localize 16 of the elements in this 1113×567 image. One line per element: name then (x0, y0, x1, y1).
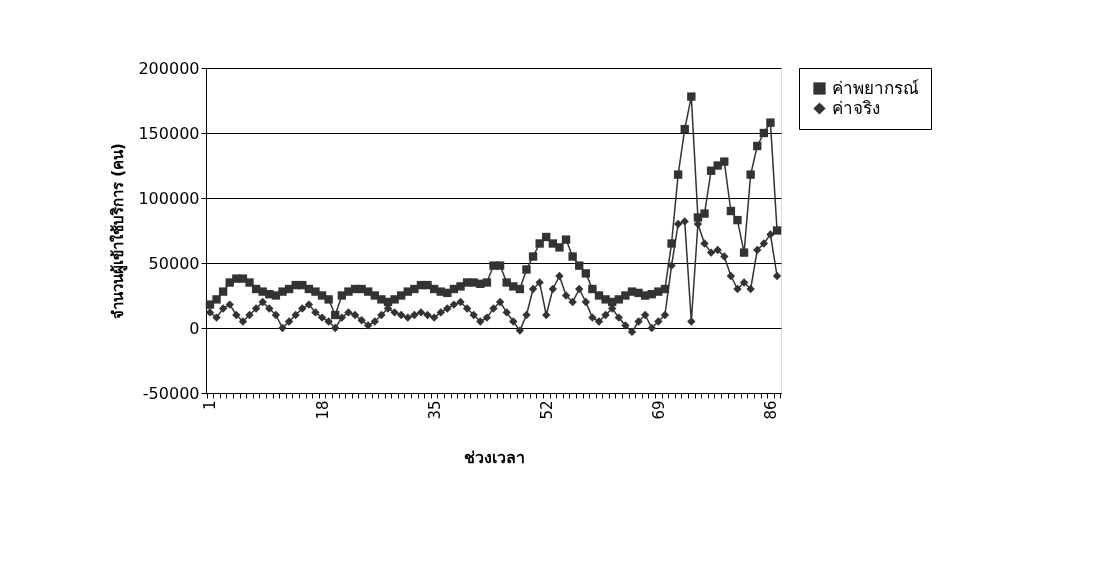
legend-label: ค่าพยากรณ์ (832, 77, 919, 98)
y-tick-label: 100000 (138, 188, 200, 208)
y-tick-label: 50000 (148, 253, 200, 273)
x-axis-title: ช่วงเวลา (463, 447, 525, 467)
x-tick-label: 1 (201, 400, 220, 411)
y-tick-label: 0 (189, 318, 200, 338)
x-tick-label: 69 (649, 400, 668, 420)
y-tick-label: 200000 (138, 58, 200, 78)
y-tick-label: -50000 (142, 383, 200, 403)
x-tick-label: 18 (313, 400, 332, 420)
x-tick-label: 52 (537, 400, 556, 420)
x-tick-label: 86 (761, 400, 780, 420)
x-tick-label: 35 (425, 400, 444, 420)
y-axis-title: จำนวนผู้เข้าใช้บริการ (คน) (109, 143, 129, 319)
y-tick-label: 150000 (138, 123, 200, 143)
legend-label: ค่าจริง (832, 97, 880, 118)
